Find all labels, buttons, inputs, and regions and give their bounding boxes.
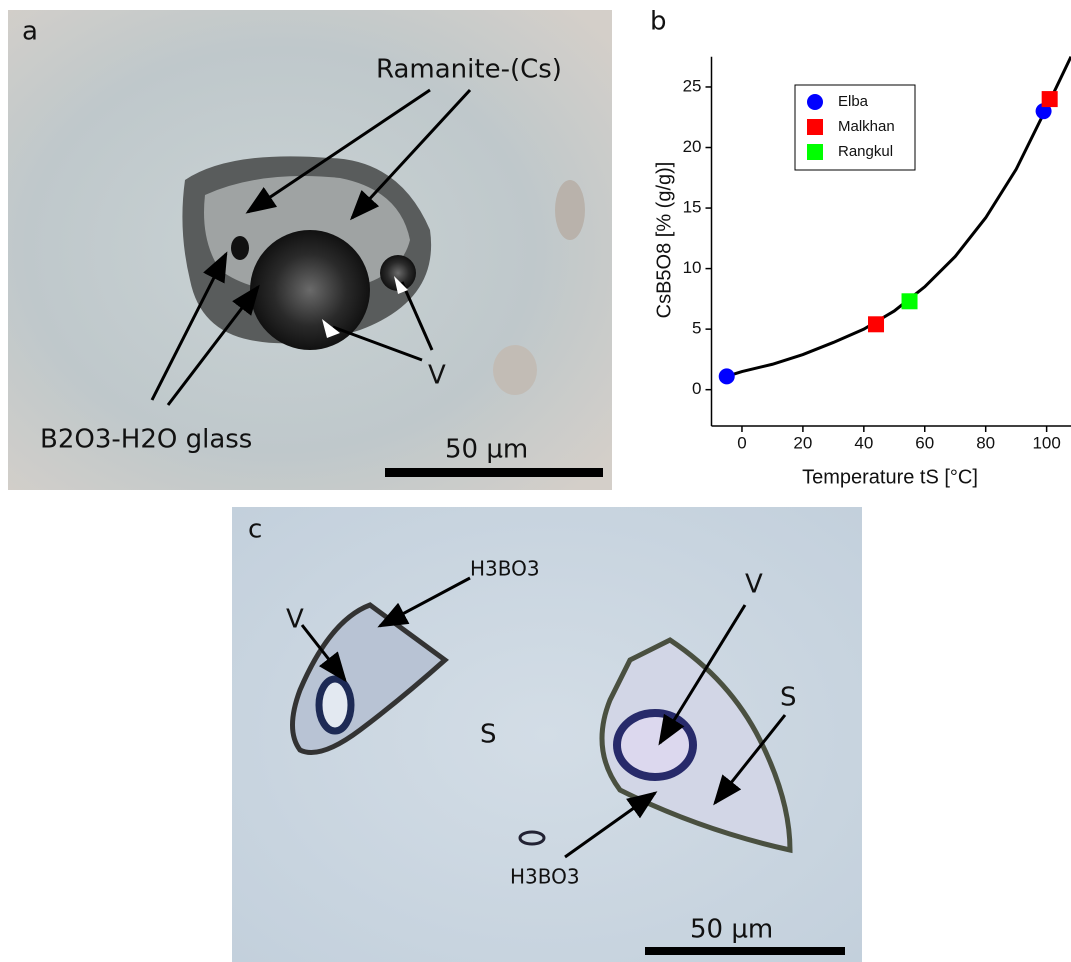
label: B2O3-H2O glass	[40, 425, 252, 455]
label: S	[780, 683, 797, 713]
bubble	[319, 679, 351, 731]
legend-label: Rangkul	[838, 143, 893, 160]
panel-c: c H3BO3 V V S S H3BO3 50 µm	[232, 507, 862, 962]
label: V	[286, 605, 304, 635]
y-tick-label: 10	[683, 258, 702, 277]
scale-bar	[385, 468, 603, 477]
panel-letter: c	[248, 515, 262, 545]
figure: a Ramanite-(Cs) V B2O3-H2O glass 50 µm c…	[0, 0, 1071, 962]
point	[1042, 91, 1058, 107]
y-axis-title: CsB5O8 [% (g/g)]	[653, 162, 675, 319]
x-axis-title: Temperature tS [°C]	[802, 466, 978, 488]
scale-label: 50 µm	[690, 915, 773, 945]
bubble	[617, 713, 693, 777]
x-tick-label: 40	[854, 433, 873, 452]
bubble	[250, 230, 370, 350]
x-tick-label: 0	[737, 433, 746, 452]
label: S	[480, 720, 497, 750]
x-tick-label: 60	[915, 433, 934, 452]
label: V	[745, 570, 763, 600]
x-tick-label: 80	[976, 433, 995, 452]
y-tick-label: 5	[692, 319, 701, 338]
y-tick-label: 25	[683, 76, 702, 95]
point	[902, 293, 918, 309]
legend-marker	[807, 119, 823, 135]
legend-marker	[807, 94, 823, 110]
label: H3BO3	[470, 557, 540, 581]
panel-letter: a	[22, 17, 38, 47]
x-tick-label: 20	[793, 433, 812, 452]
point	[719, 368, 735, 384]
panel-a: a Ramanite-(Cs) V B2O3-H2O glass 50 µm	[8, 10, 612, 490]
scale-label: 50 µm	[445, 435, 528, 465]
spot	[555, 180, 585, 240]
spot	[493, 345, 537, 395]
y-tick-label: 0	[692, 379, 701, 398]
x-tick-label: 100	[1032, 433, 1060, 452]
label: V	[428, 361, 446, 391]
panel-b: b Temperature tS [°C] CsB5O8 [% (g/g)] 0…	[650, 7, 1071, 489]
y-tick-label: 20	[683, 137, 702, 156]
legend-label: Elba	[838, 93, 869, 110]
scale-bar	[645, 947, 845, 955]
legend-label: Malkhan	[838, 118, 895, 135]
panel-letter: b	[650, 7, 667, 37]
label: H3BO3	[510, 865, 580, 889]
y-tick-label: 15	[683, 198, 702, 217]
legend-marker	[807, 144, 823, 160]
label: Ramanite-(Cs)	[376, 55, 562, 85]
point	[868, 316, 884, 332]
glass-bead	[231, 236, 249, 260]
